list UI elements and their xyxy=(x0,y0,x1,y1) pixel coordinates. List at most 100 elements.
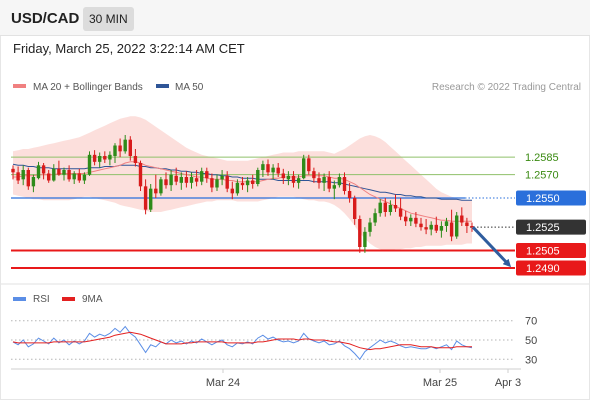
candle xyxy=(26,167,30,190)
price-level-labels: 1.2585 1.2570 1.2550 1.2525 1.2505 1.2490 xyxy=(516,152,586,276)
candle xyxy=(164,172,168,189)
candle xyxy=(57,160,61,176)
candle xyxy=(159,177,163,196)
candle-body xyxy=(154,188,158,194)
candle xyxy=(276,163,280,177)
rsi-ma-line xyxy=(12,331,472,351)
candle xyxy=(327,171,331,193)
candle xyxy=(251,174,255,189)
candle xyxy=(424,219,428,235)
candle xyxy=(179,172,183,190)
candle xyxy=(113,143,117,163)
candle-body xyxy=(342,177,347,191)
candle-body xyxy=(251,180,255,184)
candle-body xyxy=(439,226,444,231)
candle xyxy=(404,210,408,226)
candle xyxy=(133,149,138,167)
candle-body xyxy=(210,178,214,188)
candle xyxy=(108,151,112,166)
candle-body xyxy=(118,145,122,152)
candle xyxy=(261,160,265,177)
candle xyxy=(98,152,102,168)
candle-body xyxy=(383,202,387,212)
last-price-label: 1.2525 xyxy=(526,222,560,234)
candle-body xyxy=(337,177,342,186)
candle xyxy=(52,164,56,182)
candle-body xyxy=(322,177,326,183)
candle xyxy=(41,163,46,180)
candle-body xyxy=(240,182,245,186)
candle xyxy=(296,174,301,189)
candle xyxy=(194,170,199,187)
candle-body xyxy=(414,217,418,224)
x-axis: Mar 24 Mar 25 Apr 3 xyxy=(206,369,521,389)
candle-body xyxy=(373,213,377,223)
candles xyxy=(11,135,474,253)
candle xyxy=(154,174,158,198)
pivot-label-box xyxy=(516,190,586,206)
candle xyxy=(210,173,214,193)
candle-body xyxy=(353,198,357,219)
candle xyxy=(21,165,25,186)
pivot-label: 1.2550 xyxy=(526,193,560,205)
candle-body xyxy=(169,174,173,186)
candle-body xyxy=(312,171,316,179)
candle-body xyxy=(52,168,56,181)
candle xyxy=(353,195,357,225)
candle xyxy=(205,167,209,183)
candle xyxy=(434,216,438,233)
candle-body xyxy=(128,139,132,156)
candle-body xyxy=(276,167,280,174)
symbol-title: USD/CAD xyxy=(11,10,80,27)
candle xyxy=(36,161,41,180)
candle-body xyxy=(200,171,204,182)
candle xyxy=(470,222,474,232)
candle xyxy=(307,154,311,175)
rsi-legend-label: RSI xyxy=(33,294,50,305)
resistance-label: 1.2585 xyxy=(525,152,559,164)
candle-body xyxy=(31,177,36,187)
candle-body xyxy=(123,139,127,152)
candle-body xyxy=(143,186,148,210)
candle xyxy=(240,177,245,190)
candle-body xyxy=(245,180,250,186)
candle xyxy=(67,165,71,182)
candle xyxy=(332,180,336,200)
candle xyxy=(143,179,148,215)
timeframe-button[interactable]: 30 MIN xyxy=(83,7,134,31)
candle-body xyxy=(194,178,199,182)
candle-body xyxy=(291,175,296,183)
candle-body xyxy=(307,158,311,172)
last-price-box xyxy=(516,219,586,235)
candle-body xyxy=(302,158,306,179)
candle-body xyxy=(424,227,428,230)
chart-header: USD/CAD 30 MIN xyxy=(0,0,590,36)
candle-body xyxy=(358,219,362,247)
candle xyxy=(16,166,20,184)
candle xyxy=(235,179,240,196)
candle xyxy=(220,170,224,186)
candle xyxy=(138,160,143,191)
rsi-ma-legend-swatch xyxy=(62,297,75,301)
candle-body xyxy=(286,175,291,180)
candle xyxy=(383,198,387,217)
ma20-legend-label: MA 20 + Bollinger Bands xyxy=(33,82,143,93)
candle-body xyxy=(296,178,301,183)
candle xyxy=(449,209,454,242)
candle-body xyxy=(21,170,25,180)
candle xyxy=(322,173,326,191)
timestamp: Friday, March 25, 2022 3:22:14 AM CET xyxy=(13,41,245,56)
candle xyxy=(82,172,87,184)
candle-body xyxy=(113,145,117,156)
rsi-ma-legend-label: 9MA xyxy=(82,294,103,305)
candle xyxy=(414,212,418,228)
support-label-box xyxy=(516,260,586,276)
candle xyxy=(128,136,132,161)
x-tick-label: Apr 3 xyxy=(495,377,521,389)
candle-body xyxy=(444,221,449,226)
candle xyxy=(245,177,250,193)
candle-body xyxy=(398,208,403,217)
candle-body xyxy=(41,165,46,174)
rsi-tick-label: 50 xyxy=(525,335,537,347)
candle xyxy=(47,170,51,183)
